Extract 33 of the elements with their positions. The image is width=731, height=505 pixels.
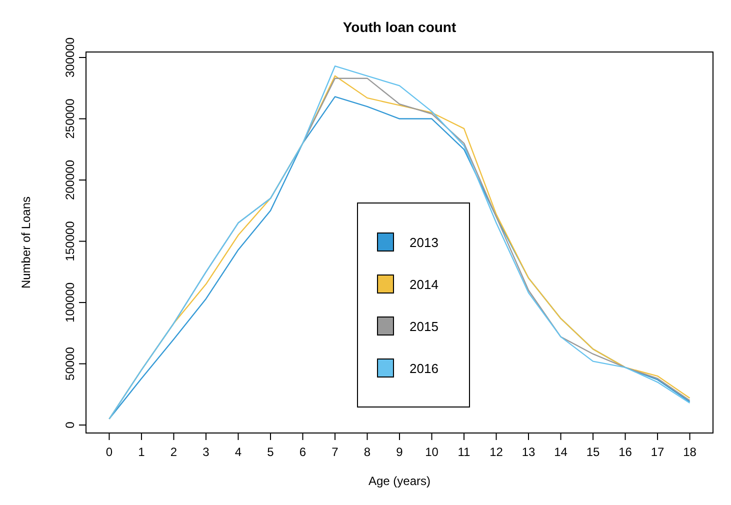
y-tick-label: 300000 (63, 37, 77, 78)
legend-label: 2014 (410, 277, 438, 292)
y-tick-label: 100000 (63, 282, 77, 323)
x-tick-label: 14 (554, 445, 568, 459)
x-tick-label: 11 (458, 445, 471, 459)
legend-label: 2016 (410, 361, 438, 376)
x-tick-label: 12 (490, 445, 504, 459)
chart-title: Youth loan count (342, 19, 456, 35)
x-tick-label: 4 (234, 445, 242, 459)
x-tick-label: 15 (586, 445, 600, 459)
x-tick-label: 2 (170, 445, 178, 459)
y-tick-label: 250000 (63, 98, 77, 139)
y-tick-label: 0 (63, 421, 77, 428)
x-tick-label: 13 (522, 445, 536, 459)
x-axis-title: Age (years) (368, 474, 431, 488)
x-tick-label: 9 (396, 445, 404, 459)
x-tick-label: 5 (267, 445, 274, 459)
y-tick-label: 200000 (63, 160, 77, 200)
legend-label: 2015 (410, 319, 438, 334)
legend-label: 2013 (410, 235, 438, 250)
y-tick-label: 50000 (63, 346, 77, 380)
y-axis-title: Number of Loans (19, 196, 33, 289)
x-tick-label: 6 (299, 445, 306, 459)
x-tick-label: 0 (106, 445, 113, 459)
x-tick-label: 8 (364, 445, 371, 459)
y-tick-label: 150000 (63, 220, 77, 262)
x-tick-label: 1 (138, 445, 146, 459)
x-tick-label: 17 (650, 445, 665, 459)
x-tick-label: 3 (202, 445, 210, 459)
x-tick-label: 7 (332, 445, 339, 459)
x-tick-label: 16 (618, 445, 632, 459)
x-tick-label: 10 (425, 445, 439, 459)
x-tick-label: 18 (683, 445, 697, 459)
